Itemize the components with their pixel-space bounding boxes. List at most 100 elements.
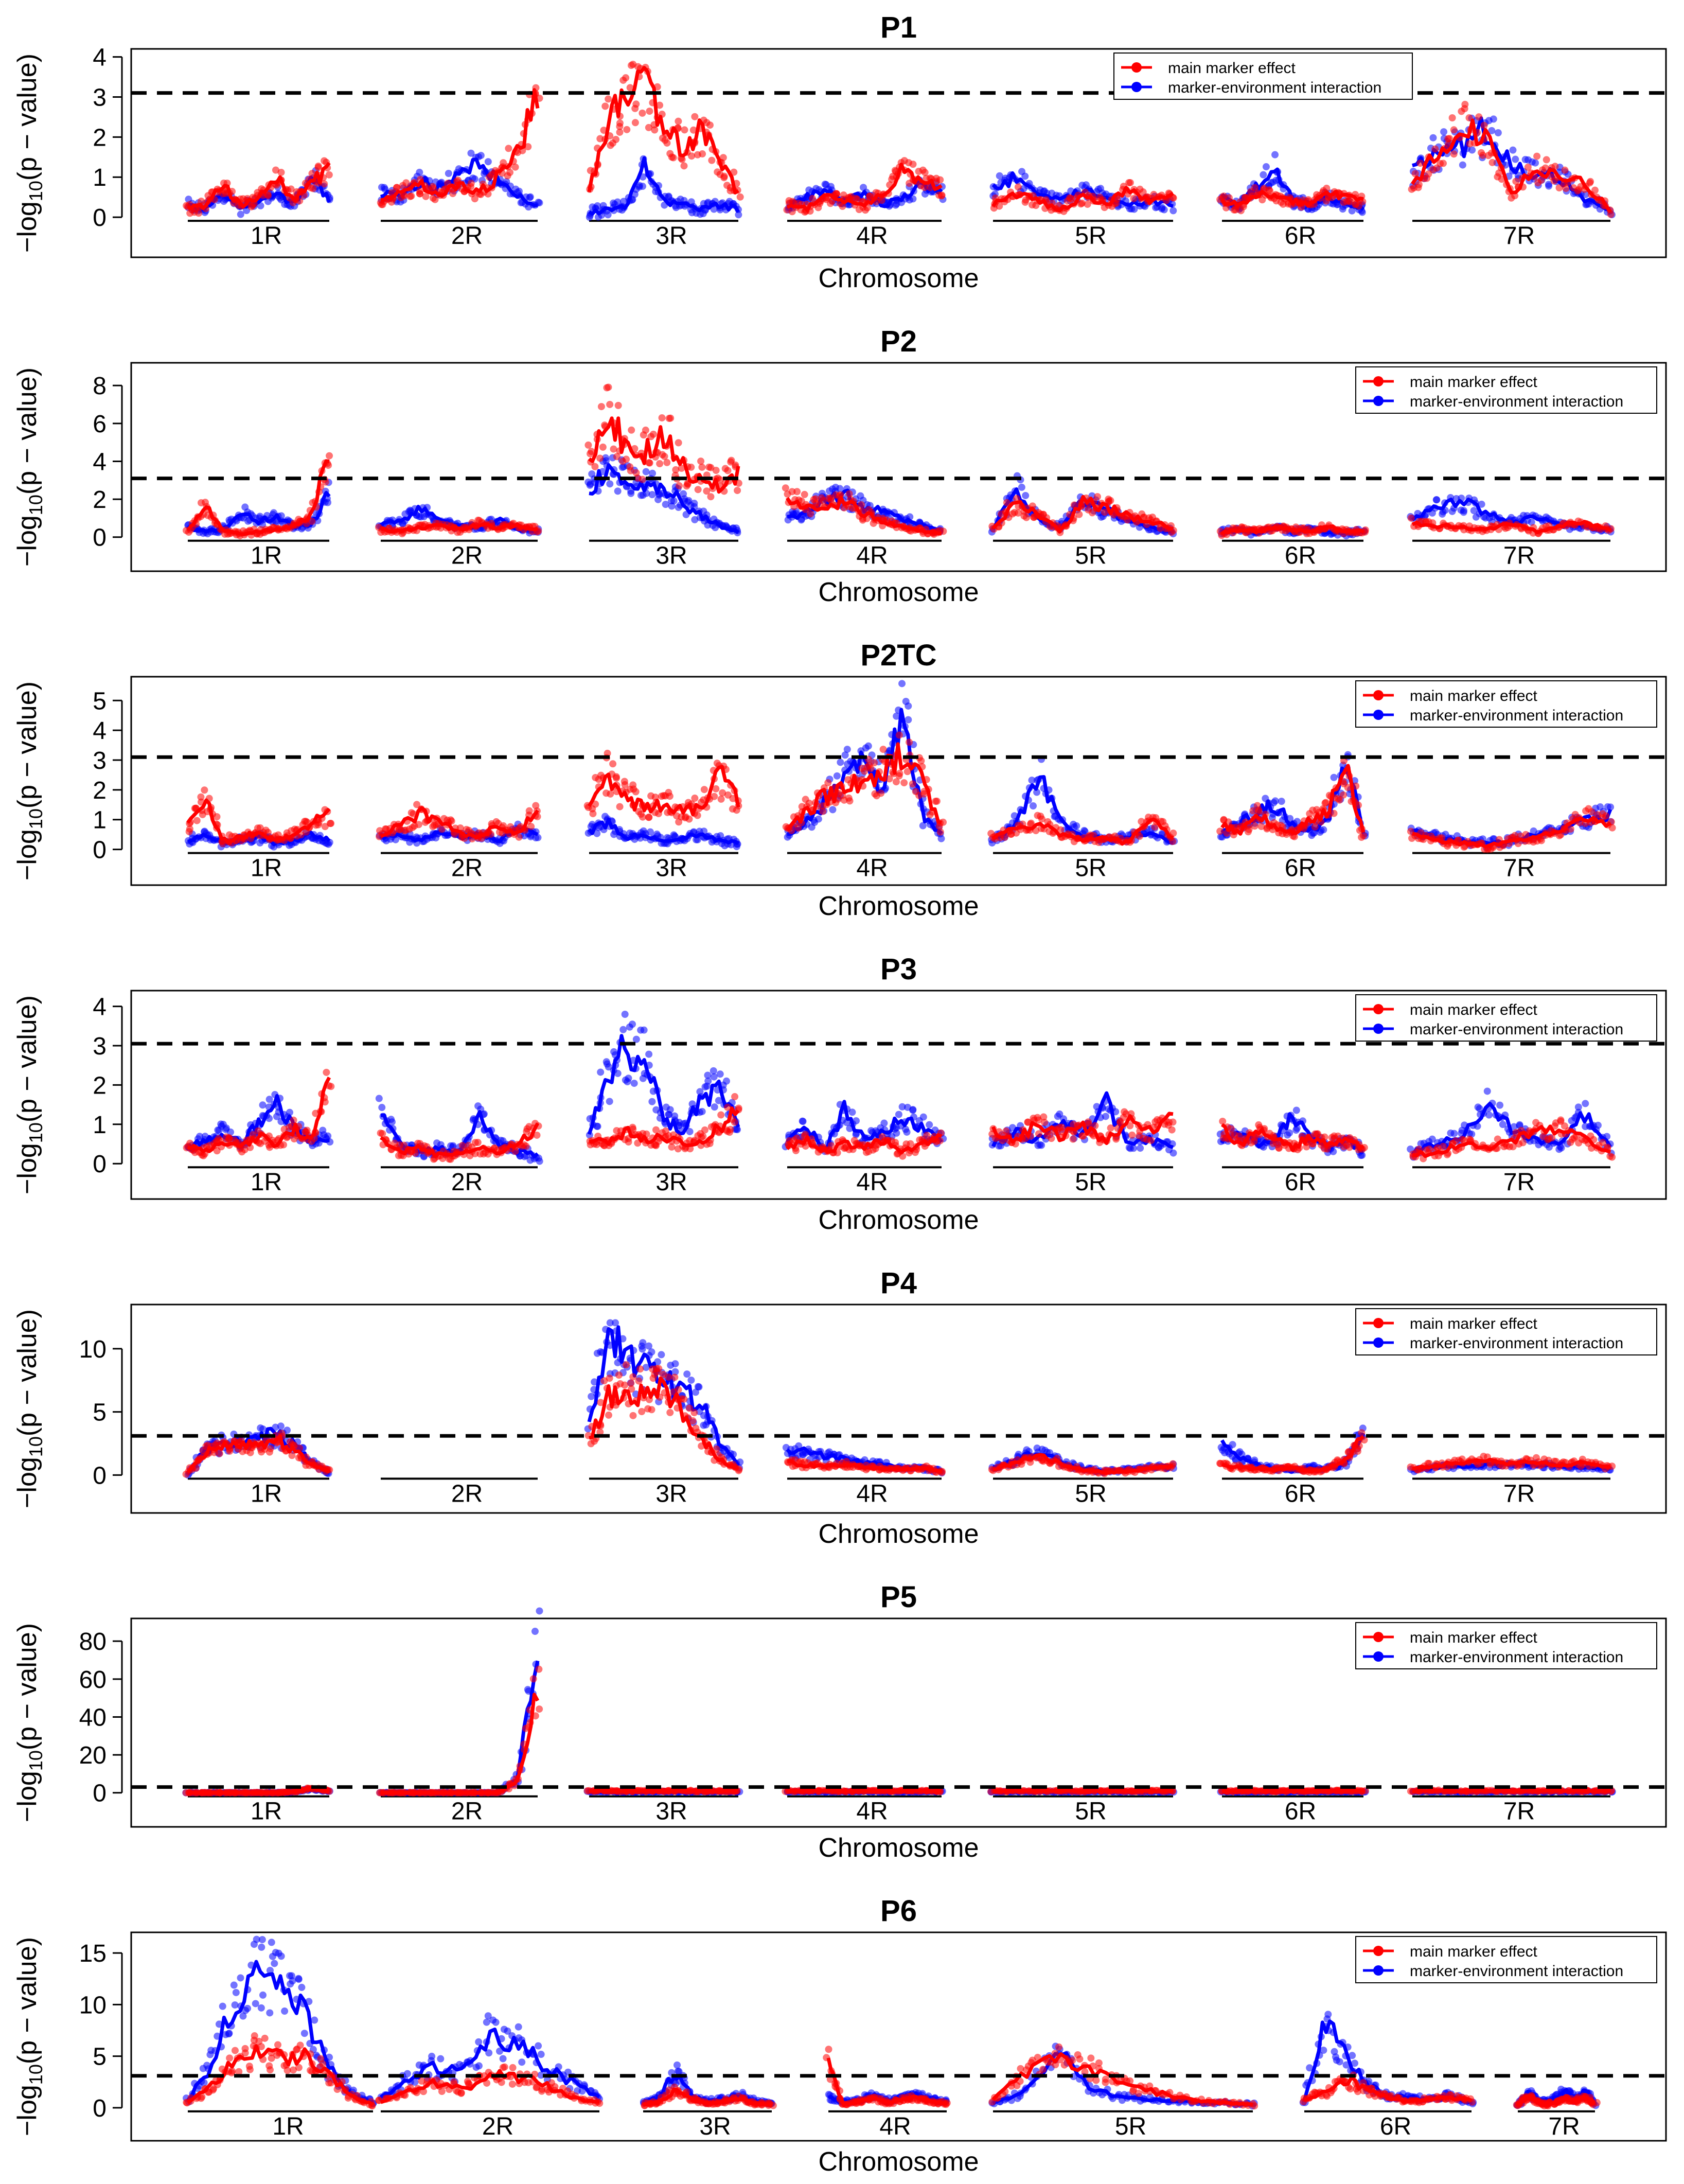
y-tick-label: 2 bbox=[93, 124, 107, 151]
data-point bbox=[1137, 1144, 1144, 1152]
data-point bbox=[926, 811, 934, 819]
y-tick-label: 4 bbox=[93, 448, 107, 475]
data-point bbox=[1483, 1087, 1491, 1095]
data-point bbox=[1160, 206, 1168, 214]
data-point bbox=[921, 169, 929, 177]
data-point bbox=[616, 128, 624, 136]
data-point bbox=[880, 1119, 888, 1127]
data-point bbox=[1130, 195, 1138, 202]
data-point bbox=[909, 1106, 917, 1114]
data-point bbox=[1271, 797, 1279, 805]
legend-marker-main bbox=[1373, 690, 1384, 700]
legend-marker-interaction bbox=[1373, 710, 1384, 720]
data-point bbox=[259, 1101, 267, 1109]
data-point bbox=[1286, 1129, 1293, 1137]
data-point bbox=[264, 192, 272, 200]
data-point bbox=[848, 1108, 856, 1116]
y-tick-label: 5 bbox=[93, 688, 107, 715]
data-point bbox=[1306, 810, 1314, 818]
data-point bbox=[687, 463, 695, 471]
data-point bbox=[1322, 799, 1330, 806]
data-point bbox=[1107, 497, 1114, 504]
data-point bbox=[1545, 181, 1552, 188]
data-point bbox=[525, 807, 533, 815]
y-axis-label: −log10(p − value) bbox=[12, 54, 46, 253]
chromosome-label: 1R bbox=[251, 542, 282, 570]
chromosome-label: 7R bbox=[1503, 855, 1535, 882]
data-point bbox=[1509, 146, 1517, 154]
data-point bbox=[623, 455, 630, 463]
data-point bbox=[905, 716, 912, 724]
data-point bbox=[837, 759, 844, 766]
data-point bbox=[607, 790, 614, 798]
data-point bbox=[710, 1067, 717, 1075]
legend-marker-main bbox=[1373, 376, 1384, 386]
data-point bbox=[646, 459, 653, 467]
y-axis-label: −log10(p − value) bbox=[12, 995, 46, 1194]
data-point bbox=[325, 171, 333, 179]
data-point bbox=[936, 828, 944, 836]
data-point bbox=[616, 803, 624, 811]
panel-title: P1 bbox=[880, 11, 917, 44]
data-point bbox=[1490, 115, 1497, 123]
data-point bbox=[1532, 159, 1539, 167]
data-point bbox=[909, 195, 917, 203]
data-point bbox=[909, 780, 916, 788]
data-point bbox=[642, 468, 650, 475]
data-point bbox=[632, 100, 640, 108]
data-point bbox=[594, 202, 601, 209]
data-point bbox=[735, 211, 742, 219]
data-point bbox=[624, 1078, 631, 1085]
data-point bbox=[666, 1106, 674, 1114]
data-point bbox=[793, 488, 801, 496]
data-point bbox=[1561, 166, 1569, 174]
series-line-3r bbox=[588, 817, 739, 846]
data-point bbox=[591, 463, 599, 470]
data-point bbox=[621, 1011, 629, 1018]
data-point bbox=[597, 403, 605, 411]
data-point bbox=[814, 815, 822, 823]
data-point bbox=[606, 1098, 613, 1105]
data-point bbox=[323, 1068, 330, 1076]
data-point bbox=[619, 1026, 627, 1033]
data-point bbox=[387, 1116, 395, 1123]
data-point bbox=[858, 501, 865, 508]
data-point bbox=[699, 150, 706, 158]
y-tick-label: 0 bbox=[93, 204, 107, 232]
legend-label: main marker effect bbox=[1410, 374, 1538, 391]
data-point bbox=[1021, 172, 1029, 180]
data-point bbox=[734, 487, 741, 495]
data-point bbox=[526, 193, 534, 201]
chromosome-label: 7R bbox=[1503, 1169, 1535, 1196]
data-point bbox=[1460, 507, 1468, 515]
data-point bbox=[805, 799, 813, 807]
data-point bbox=[314, 162, 322, 170]
data-point bbox=[380, 184, 388, 191]
data-point bbox=[936, 176, 944, 184]
data-point bbox=[1512, 155, 1519, 163]
data-point bbox=[324, 499, 331, 506]
chromosome-label: 6R bbox=[1285, 1169, 1316, 1196]
data-point bbox=[627, 489, 635, 497]
data-point bbox=[1488, 158, 1496, 166]
data-point bbox=[1440, 128, 1448, 136]
data-point bbox=[596, 454, 604, 462]
data-point bbox=[201, 499, 209, 506]
data-point bbox=[467, 180, 475, 187]
data-point bbox=[1461, 100, 1469, 108]
data-point bbox=[706, 121, 714, 129]
data-point bbox=[639, 183, 646, 190]
data-point bbox=[659, 451, 666, 459]
data-point bbox=[1468, 146, 1476, 154]
chromosome-label: 5R bbox=[1075, 855, 1106, 882]
y-tick-label: 4 bbox=[93, 994, 107, 1021]
data-point bbox=[505, 145, 512, 152]
y-tick-label: 1 bbox=[93, 164, 107, 191]
x-axis-label: Chromosome bbox=[818, 263, 979, 293]
data-point bbox=[277, 168, 285, 176]
y-tick-label: 6 bbox=[93, 411, 107, 438]
data-point bbox=[1251, 822, 1258, 830]
data-point bbox=[1330, 773, 1338, 781]
